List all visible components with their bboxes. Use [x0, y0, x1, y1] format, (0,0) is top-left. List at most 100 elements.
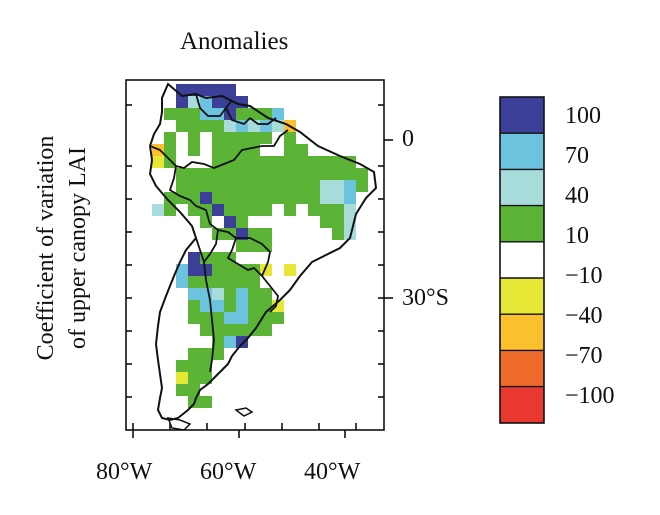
grid-cell — [152, 204, 164, 216]
colorbar-swatch — [500, 350, 544, 387]
grid-cell — [200, 372, 212, 384]
grid-cell — [308, 168, 320, 180]
grid-cell — [212, 180, 224, 192]
y-tick-30s: 30°S — [402, 285, 449, 311]
grid-cell — [260, 300, 272, 312]
grid-cell — [284, 168, 296, 180]
grid-cell — [188, 108, 200, 120]
grid-cell — [176, 372, 188, 384]
colorbar-swatch — [500, 169, 544, 206]
grid-cell — [200, 264, 212, 276]
grid-cell — [164, 156, 176, 168]
x-tick-80w: 80°W — [96, 459, 153, 485]
grid-cell — [236, 216, 248, 228]
grid-cell — [332, 228, 344, 240]
grid-cell — [344, 180, 356, 192]
grid-cell — [188, 132, 200, 144]
grid-cell — [260, 192, 272, 204]
grid-cell — [248, 180, 260, 192]
grid-cell — [224, 204, 236, 216]
grid-cell — [212, 204, 224, 216]
grid-cell — [176, 180, 188, 192]
grid-cell — [224, 192, 236, 204]
grid-cell — [260, 228, 272, 240]
tierra-del-fuego — [166, 417, 192, 431]
grid-cell — [296, 180, 308, 192]
grid-cell — [200, 180, 212, 192]
grid-cell — [248, 144, 260, 156]
grid-cell — [188, 264, 200, 276]
grid-cell — [200, 396, 212, 408]
grid-cell — [320, 168, 332, 180]
grid-cell — [272, 156, 284, 168]
axis-ticks — [126, 104, 393, 438]
grid-cell — [248, 264, 260, 276]
grid-cell — [248, 288, 260, 300]
grid-cell — [332, 192, 344, 204]
map-frame — [125, 79, 385, 431]
colorbar-swatch — [500, 278, 544, 315]
grid-cell — [200, 300, 212, 312]
grid-cell — [260, 168, 272, 180]
grid-cell — [236, 228, 248, 240]
grid-cell — [260, 180, 272, 192]
grid-cell — [176, 84, 188, 96]
colorbar-label-100: 100 — [565, 103, 601, 129]
grid-cell — [356, 168, 368, 180]
grid-cell — [164, 108, 176, 120]
grid-cell — [320, 216, 332, 228]
grid-cell — [236, 312, 248, 324]
grid-cell — [248, 228, 260, 240]
grid-cell — [212, 288, 224, 300]
grid-cell — [212, 84, 224, 96]
grid-cell — [152, 156, 164, 168]
colorbar-swatch — [500, 205, 544, 242]
grid-cell — [200, 168, 212, 180]
grid-cell — [224, 264, 236, 276]
colorbar-label-70: 70 — [565, 143, 589, 169]
grid-cell — [224, 132, 236, 144]
grid-cell — [224, 84, 236, 96]
grid-cell — [248, 156, 260, 168]
colorbar-label-minus40: −40 — [565, 303, 603, 329]
grid-cell — [212, 144, 224, 156]
grid-cell — [188, 84, 200, 96]
grid-cell — [284, 204, 296, 216]
grid-cell — [212, 324, 224, 336]
grid-cell — [224, 300, 236, 312]
grid-cell — [260, 132, 272, 144]
colorbar-swatch — [500, 314, 544, 351]
grid-cell — [176, 96, 188, 108]
grid-cell — [272, 180, 284, 192]
grid-cell — [248, 204, 260, 216]
grid-cell — [236, 276, 248, 288]
grid-cell — [236, 204, 248, 216]
grid-cell — [236, 300, 248, 312]
grid-cell — [272, 168, 284, 180]
grid-cell — [176, 264, 188, 276]
colorbar-swatch — [500, 133, 544, 170]
grid-cell — [176, 120, 188, 132]
grid-cell — [188, 276, 200, 288]
grid-cell — [296, 144, 308, 156]
grid-cell — [248, 132, 260, 144]
grid-cell — [200, 348, 212, 360]
grid-cell — [224, 336, 236, 348]
grid-cell — [212, 120, 224, 132]
grid-cell — [212, 264, 224, 276]
grid-cell — [224, 168, 236, 180]
grid-cell — [224, 288, 236, 300]
grid-cell — [236, 156, 248, 168]
grid-cell — [188, 144, 200, 156]
grid-cell — [272, 108, 284, 120]
grid-cell — [212, 348, 224, 360]
country-borders — [149, 93, 289, 373]
map-title: Anomalies — [180, 28, 289, 55]
grid-cell — [224, 276, 236, 288]
grid-cell — [200, 96, 212, 108]
grid-cell — [200, 192, 212, 204]
grid-cell — [260, 324, 272, 336]
grid-cell — [320, 156, 332, 168]
grid-cell — [224, 312, 236, 324]
